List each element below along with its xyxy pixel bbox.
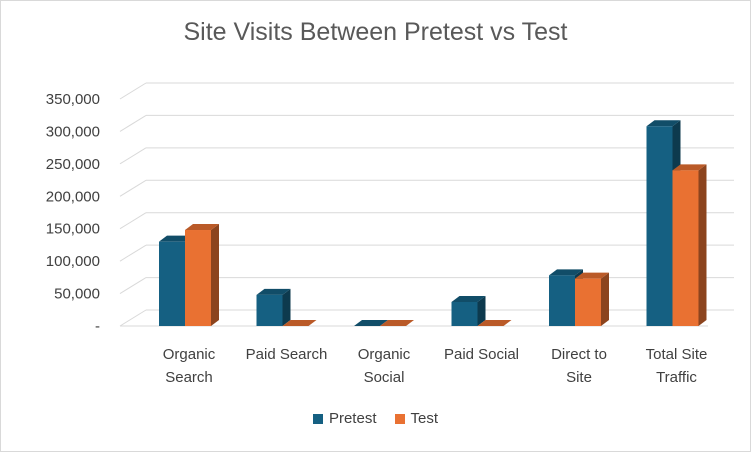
bar-side-test xyxy=(601,272,609,326)
bar-test xyxy=(672,170,699,326)
gridline-diagonal xyxy=(119,82,147,100)
gridline-diagonal xyxy=(119,179,147,197)
bar-test xyxy=(575,278,601,326)
bar-side-test xyxy=(698,164,707,326)
bar-top-test xyxy=(380,320,414,326)
bar-pretest xyxy=(256,294,283,326)
x-category-label: Site xyxy=(566,369,592,386)
x-category-label: Organic xyxy=(358,346,411,363)
bar-side-test xyxy=(211,224,219,326)
y-tick-label: 50,000 xyxy=(54,286,100,303)
y-tick-label: - xyxy=(95,318,100,335)
gridline-diagonal xyxy=(119,212,147,230)
bar-top-pretest xyxy=(159,235,193,242)
bar-pretest xyxy=(159,241,185,326)
y-tick-label: 150,000 xyxy=(46,221,100,238)
bar-pretest xyxy=(646,126,673,327)
bar-top-test xyxy=(575,272,609,279)
bar-top-pretest xyxy=(549,269,583,276)
gridline-diagonal xyxy=(119,147,147,165)
y-tick-label: 100,000 xyxy=(46,253,100,270)
bar-top-test xyxy=(477,320,512,326)
bar-top-test xyxy=(185,224,219,231)
bar-side-pretest xyxy=(282,288,291,326)
legend: Pretest Test xyxy=(0,410,751,427)
x-category-label: Paid Social xyxy=(444,346,519,363)
y-tick-label: 350,000 xyxy=(46,91,100,108)
legend-swatch-test xyxy=(394,413,405,424)
x-category-label: Total Site xyxy=(646,346,708,363)
gridline-diagonal xyxy=(119,115,147,132)
legend-label-test: Test xyxy=(410,410,439,427)
gridline-diagonal xyxy=(119,309,147,327)
bar-top-test xyxy=(282,320,317,326)
bar-test xyxy=(185,230,211,326)
y-tick-label: 200,000 xyxy=(46,188,100,205)
x-category-label: Organic xyxy=(163,346,216,363)
x-category-label: Social xyxy=(364,369,405,386)
bar-top-pretest xyxy=(354,320,388,326)
gridline-diagonal xyxy=(119,277,147,294)
gridline-diagonal xyxy=(119,244,147,262)
chart-title: Site Visits Between Pretest vs Test xyxy=(183,18,568,46)
legend-label-pretest: Pretest xyxy=(328,410,377,427)
bar-top-pretest xyxy=(646,120,681,127)
legend-item-test: Test xyxy=(394,410,439,427)
legend-swatch-pretest xyxy=(312,413,323,424)
bar-top-test xyxy=(672,164,707,171)
bar-pretest xyxy=(451,302,478,326)
x-category-label: Direct to xyxy=(551,346,607,363)
x-category-label: Search xyxy=(165,369,213,386)
bar-side-pretest xyxy=(477,296,486,326)
legend-item-pretest: Pretest xyxy=(312,410,377,427)
y-tick-label: 300,000 xyxy=(46,123,100,140)
x-category-label: Paid Search xyxy=(246,346,328,363)
bar-top-pretest xyxy=(256,288,291,295)
y-tick-label: 250,000 xyxy=(46,156,100,173)
bar-pretest xyxy=(549,275,575,326)
bar-top-pretest xyxy=(451,296,486,303)
x-category-label: Traffic xyxy=(656,369,697,386)
